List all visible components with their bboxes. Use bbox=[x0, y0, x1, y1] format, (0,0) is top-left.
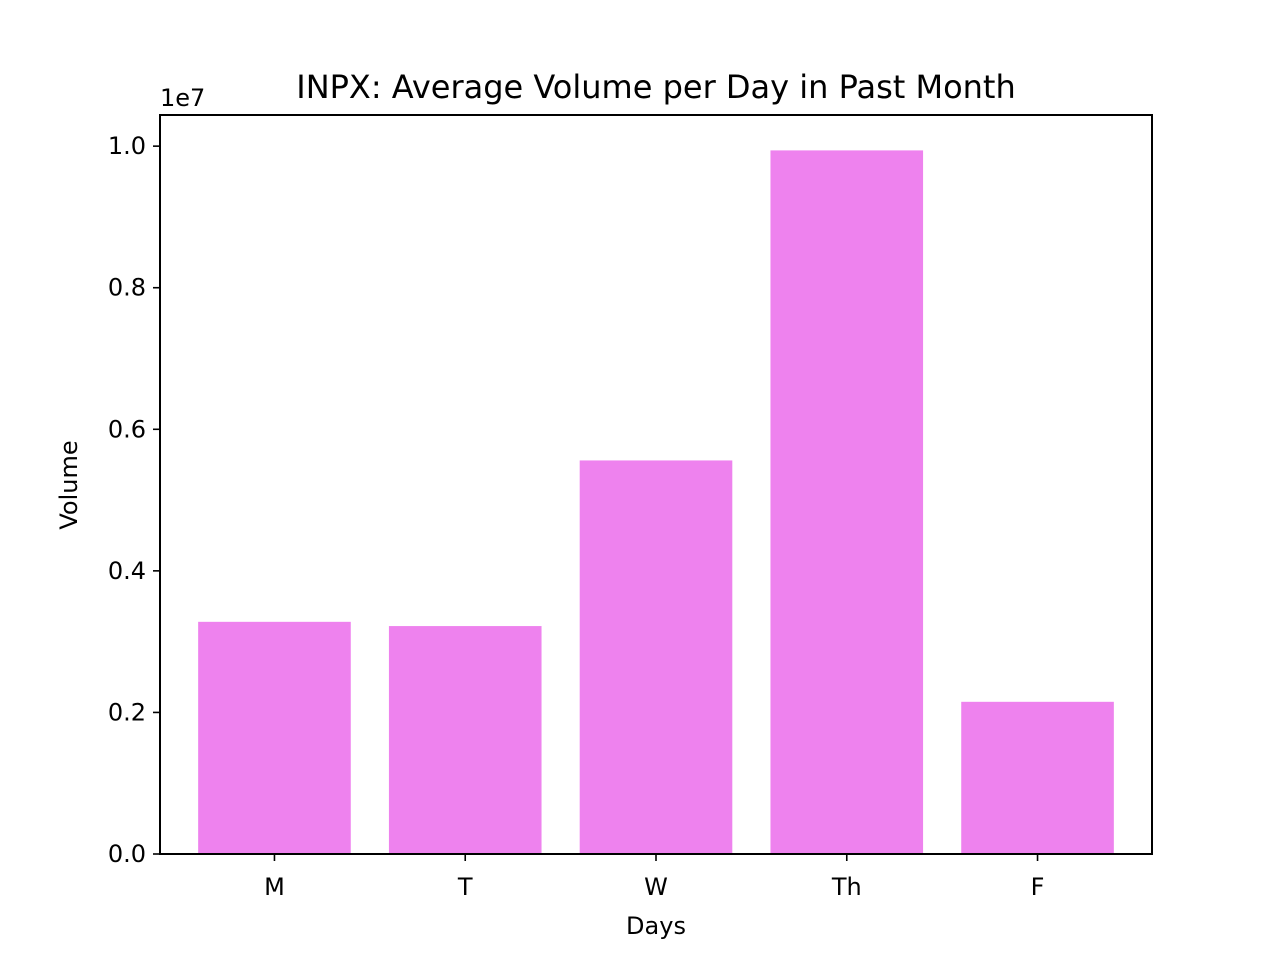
x-tick-label: Th bbox=[831, 873, 862, 901]
y-tick-label: 0.0 bbox=[108, 840, 146, 868]
x-ticks: M T W Th F bbox=[264, 854, 1044, 901]
x-tick-label: F bbox=[1031, 873, 1045, 901]
x-tick-label: M bbox=[264, 873, 285, 901]
bar-Th bbox=[770, 150, 924, 855]
bar-M bbox=[198, 621, 351, 854]
y-tick-label: 0.8 bbox=[108, 274, 146, 302]
y-tick-label: 1.0 bbox=[108, 132, 146, 160]
y-axis-label: Volume bbox=[55, 440, 83, 529]
bar-W bbox=[579, 460, 733, 854]
y-tick-label: 0.2 bbox=[108, 698, 146, 726]
chart-title: INPX: Average Volume per Day in Past Mon… bbox=[296, 68, 1016, 106]
x-axis-label: Days bbox=[626, 912, 686, 940]
bars-layer bbox=[198, 150, 1114, 855]
x-tick-label: W bbox=[644, 873, 668, 901]
bar-F bbox=[961, 701, 1114, 854]
y-tick-label: 0.6 bbox=[108, 415, 146, 443]
y-axis-offset-label: 1e7 bbox=[160, 84, 205, 112]
x-tick-label: T bbox=[457, 873, 473, 901]
plot-frame bbox=[159, 114, 1153, 855]
bar-T bbox=[388, 626, 542, 854]
y-ticks: 0.0 0.2 0.4 0.6 0.8 1.0 bbox=[108, 132, 160, 868]
y-tick-label: 0.4 bbox=[108, 557, 146, 585]
